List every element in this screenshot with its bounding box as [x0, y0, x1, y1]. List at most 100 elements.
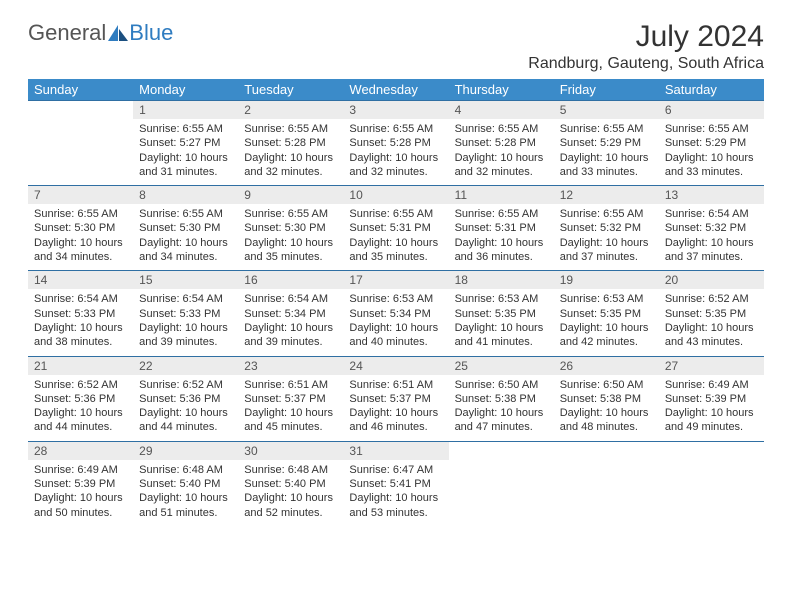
sunrise-text: Sunrise: 6:53 AM: [349, 292, 442, 306]
day-cell: Sunrise: 6:55 AMSunset: 5:31 PMDaylight:…: [343, 204, 448, 271]
day-cell: [28, 119, 133, 186]
daylight-text: Daylight: 10 hours: [139, 406, 232, 420]
logo-text-1: General: [28, 20, 106, 46]
daylight-text: and 36 minutes.: [455, 250, 548, 264]
day-number: 30: [238, 441, 343, 460]
daylight-text: Daylight: 10 hours: [244, 406, 337, 420]
header: General Blue July 2024 Randburg, Gauteng…: [28, 20, 764, 73]
day-number: [28, 101, 133, 120]
daylight-text: and 42 minutes.: [560, 335, 653, 349]
daylight-text: and 50 minutes.: [34, 506, 127, 520]
weekday-header: Wednesday: [343, 79, 448, 101]
day-number: 15: [133, 271, 238, 290]
daylight-text: and 32 minutes.: [244, 165, 337, 179]
daynum-row: 78910111213: [28, 186, 764, 205]
day-number: 29: [133, 441, 238, 460]
day-cell: Sunrise: 6:52 AMSunset: 5:35 PMDaylight:…: [659, 289, 764, 356]
daylight-text: Daylight: 10 hours: [455, 406, 548, 420]
daylight-text: Daylight: 10 hours: [34, 491, 127, 505]
day-number: 31: [343, 441, 448, 460]
daylight-text: Daylight: 10 hours: [139, 236, 232, 250]
sunset-text: Sunset: 5:37 PM: [349, 392, 442, 406]
daylight-text: Daylight: 10 hours: [34, 321, 127, 335]
day-cell: Sunrise: 6:53 AMSunset: 5:35 PMDaylight:…: [554, 289, 659, 356]
daylight-text: Daylight: 10 hours: [349, 321, 442, 335]
day-cell: Sunrise: 6:55 AMSunset: 5:30 PMDaylight:…: [133, 204, 238, 271]
sunset-text: Sunset: 5:27 PM: [139, 136, 232, 150]
day-cell: Sunrise: 6:51 AMSunset: 5:37 PMDaylight:…: [238, 375, 343, 442]
day-number: 22: [133, 356, 238, 375]
daylight-text: and 44 minutes.: [34, 420, 127, 434]
day-number: 2: [238, 101, 343, 120]
weekday-header: Sunday: [28, 79, 133, 101]
daylight-text: and 31 minutes.: [139, 165, 232, 179]
day-cell: Sunrise: 6:54 AMSunset: 5:33 PMDaylight:…: [133, 289, 238, 356]
daylight-text: Daylight: 10 hours: [560, 151, 653, 165]
daylight-text: Daylight: 10 hours: [244, 236, 337, 250]
day-number: 23: [238, 356, 343, 375]
day-cell: Sunrise: 6:52 AMSunset: 5:36 PMDaylight:…: [28, 375, 133, 442]
day-cell: Sunrise: 6:55 AMSunset: 5:28 PMDaylight:…: [343, 119, 448, 186]
daylight-text: Daylight: 10 hours: [455, 236, 548, 250]
weekday-header: Tuesday: [238, 79, 343, 101]
day-cell: Sunrise: 6:55 AMSunset: 5:28 PMDaylight:…: [238, 119, 343, 186]
daylight-text: Daylight: 10 hours: [34, 406, 127, 420]
daylight-text: Daylight: 10 hours: [665, 406, 758, 420]
sunset-text: Sunset: 5:36 PM: [34, 392, 127, 406]
day-number: 26: [554, 356, 659, 375]
sunrise-text: Sunrise: 6:48 AM: [244, 463, 337, 477]
daynum-row: 21222324252627: [28, 356, 764, 375]
sunrise-text: Sunrise: 6:55 AM: [244, 122, 337, 136]
day-body-row: Sunrise: 6:49 AMSunset: 5:39 PMDaylight:…: [28, 460, 764, 526]
day-cell: Sunrise: 6:55 AMSunset: 5:31 PMDaylight:…: [449, 204, 554, 271]
daynum-row: 14151617181920: [28, 271, 764, 290]
daylight-text: and 51 minutes.: [139, 506, 232, 520]
sunset-text: Sunset: 5:31 PM: [349, 221, 442, 235]
daylight-text: and 52 minutes.: [244, 506, 337, 520]
day-number: 9: [238, 186, 343, 205]
sunrise-text: Sunrise: 6:49 AM: [34, 463, 127, 477]
daylight-text: and 53 minutes.: [349, 506, 442, 520]
sunset-text: Sunset: 5:39 PM: [665, 392, 758, 406]
day-number: 13: [659, 186, 764, 205]
day-number: 10: [343, 186, 448, 205]
day-cell: [554, 460, 659, 526]
logo-text-2: Blue: [129, 20, 173, 46]
day-number: 17: [343, 271, 448, 290]
daylight-text: and 32 minutes.: [349, 165, 442, 179]
day-cell: Sunrise: 6:47 AMSunset: 5:41 PMDaylight:…: [343, 460, 448, 526]
sunrise-text: Sunrise: 6:55 AM: [455, 122, 548, 136]
day-cell: Sunrise: 6:54 AMSunset: 5:33 PMDaylight:…: [28, 289, 133, 356]
day-number: 24: [343, 356, 448, 375]
daylight-text: and 38 minutes.: [34, 335, 127, 349]
sunrise-text: Sunrise: 6:55 AM: [560, 207, 653, 221]
sunset-text: Sunset: 5:41 PM: [349, 477, 442, 491]
sunset-text: Sunset: 5:29 PM: [560, 136, 653, 150]
daylight-text: and 46 minutes.: [349, 420, 442, 434]
sunset-text: Sunset: 5:38 PM: [455, 392, 548, 406]
daylight-text: Daylight: 10 hours: [34, 236, 127, 250]
daylight-text: and 35 minutes.: [349, 250, 442, 264]
sunset-text: Sunset: 5:37 PM: [244, 392, 337, 406]
day-cell: Sunrise: 6:50 AMSunset: 5:38 PMDaylight:…: [554, 375, 659, 442]
day-cell: Sunrise: 6:55 AMSunset: 5:29 PMDaylight:…: [659, 119, 764, 186]
daylight-text: Daylight: 10 hours: [139, 321, 232, 335]
sunrise-text: Sunrise: 6:55 AM: [349, 207, 442, 221]
daylight-text: Daylight: 10 hours: [665, 236, 758, 250]
daynum-row: 123456: [28, 101, 764, 120]
day-cell: Sunrise: 6:55 AMSunset: 5:32 PMDaylight:…: [554, 204, 659, 271]
daylight-text: Daylight: 10 hours: [665, 151, 758, 165]
sunrise-text: Sunrise: 6:48 AM: [139, 463, 232, 477]
daylight-text: Daylight: 10 hours: [244, 151, 337, 165]
sunset-text: Sunset: 5:30 PM: [244, 221, 337, 235]
day-cell: Sunrise: 6:48 AMSunset: 5:40 PMDaylight:…: [133, 460, 238, 526]
sunset-text: Sunset: 5:35 PM: [455, 307, 548, 321]
daylight-text: Daylight: 10 hours: [349, 236, 442, 250]
day-number: [659, 441, 764, 460]
day-body-row: Sunrise: 6:55 AM Sunset: 5:27 PM Daylight:…: [28, 119, 764, 186]
weekday-header-row: Sunday Monday Tuesday Wednesday Thursday…: [28, 79, 764, 101]
sunset-text: Sunset: 5:28 PM: [349, 136, 442, 150]
day-cell: [449, 460, 554, 526]
daylight-text: and 43 minutes.: [665, 335, 758, 349]
day-cell: Sunrise: 6:55 AMSunset: 5:27 PMDaylight:…: [133, 119, 238, 186]
